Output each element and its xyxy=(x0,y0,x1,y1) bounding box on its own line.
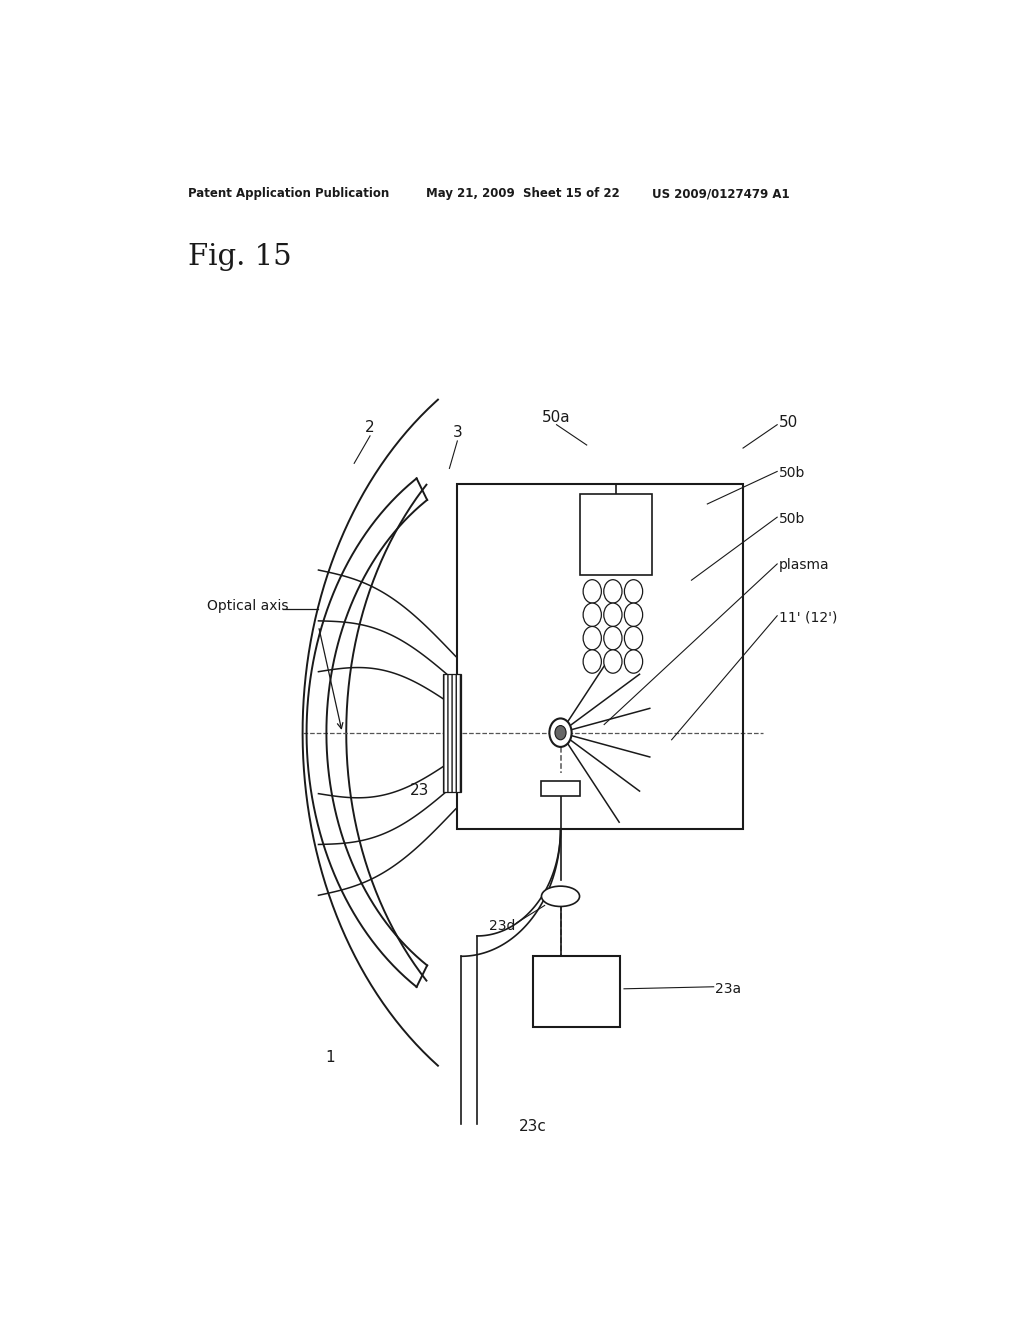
Circle shape xyxy=(625,627,643,649)
Text: 50: 50 xyxy=(778,416,798,430)
Text: 50a: 50a xyxy=(543,411,570,425)
Bar xyxy=(443,673,461,792)
Bar xyxy=(458,483,743,829)
Text: 50b: 50b xyxy=(778,466,805,480)
Circle shape xyxy=(604,603,622,627)
Text: 50b: 50b xyxy=(778,512,805,527)
Text: 3: 3 xyxy=(453,425,462,441)
Bar xyxy=(581,494,652,576)
Text: plasma: plasma xyxy=(778,558,829,572)
Text: US 2009/0127479 A1: US 2009/0127479 A1 xyxy=(652,187,790,201)
Text: 23c: 23c xyxy=(519,1118,547,1134)
Circle shape xyxy=(583,649,601,673)
Circle shape xyxy=(555,726,566,739)
Circle shape xyxy=(583,627,601,649)
Circle shape xyxy=(625,579,643,603)
Text: 1: 1 xyxy=(326,1051,335,1065)
Circle shape xyxy=(583,579,601,603)
Text: Optical axis: Optical axis xyxy=(207,598,289,612)
Text: 11' (12'): 11' (12') xyxy=(778,611,838,624)
Circle shape xyxy=(625,649,643,673)
Circle shape xyxy=(604,627,622,649)
Bar xyxy=(532,956,621,1027)
Text: Laser
source: Laser source xyxy=(556,978,597,1006)
Bar xyxy=(542,781,580,796)
Circle shape xyxy=(625,603,643,627)
Text: 23d: 23d xyxy=(489,919,515,933)
Text: 23: 23 xyxy=(411,783,430,799)
Circle shape xyxy=(550,718,571,747)
Ellipse shape xyxy=(542,886,580,907)
Text: 2: 2 xyxy=(366,420,375,436)
Circle shape xyxy=(583,603,601,627)
Circle shape xyxy=(604,649,622,673)
Text: May 21, 2009  Sheet 15 of 22: May 21, 2009 Sheet 15 of 22 xyxy=(426,187,620,201)
Text: 23a: 23a xyxy=(715,982,741,995)
Text: Patent Application Publication: Patent Application Publication xyxy=(187,187,389,201)
Circle shape xyxy=(604,579,622,603)
Text: Fig. 15: Fig. 15 xyxy=(187,243,291,271)
